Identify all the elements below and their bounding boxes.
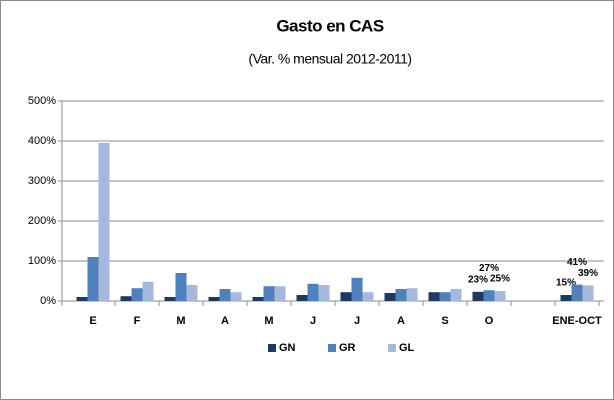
bar — [120, 296, 132, 301]
bar — [76, 297, 88, 301]
x-tick-label: F — [134, 315, 141, 327]
bar — [87, 257, 99, 301]
bar — [582, 285, 594, 301]
x-tick-label: O — [485, 315, 494, 327]
bar — [131, 288, 143, 301]
legend-swatch — [328, 344, 336, 352]
bar — [142, 281, 154, 301]
x-tick-label: J — [354, 315, 360, 327]
bar — [571, 284, 583, 301]
bar — [164, 297, 176, 301]
bar — [472, 291, 484, 301]
x-tick-label: A — [221, 315, 229, 327]
y-tick-label: 500% — [28, 95, 56, 107]
data-label: 41% — [567, 257, 587, 268]
bar — [219, 289, 231, 301]
y-tick-label: 100% — [28, 255, 56, 267]
bar — [230, 292, 242, 301]
bar — [384, 293, 396, 301]
bar — [175, 273, 187, 301]
y-tick-label: 200% — [28, 215, 56, 227]
bar — [318, 285, 330, 301]
bar — [296, 295, 308, 301]
legend-label: GR — [339, 342, 356, 354]
bar — [340, 292, 352, 301]
legend-label: GN — [279, 342, 296, 354]
data-label: 15% — [556, 278, 576, 289]
bar — [252, 297, 264, 301]
data-label: 27% — [479, 263, 499, 274]
x-tick-label: E — [89, 315, 96, 327]
x-tick-label: J — [310, 315, 316, 327]
bar — [483, 290, 495, 301]
legend-swatch — [388, 344, 396, 352]
data-label: 39% — [578, 268, 598, 279]
bar — [98, 143, 110, 301]
legend-swatch — [268, 344, 276, 352]
y-tick-label: 0% — [40, 295, 56, 307]
legend-label: GL — [399, 342, 415, 354]
bar — [450, 289, 462, 301]
x-tick-label: ENE-OCT — [552, 315, 602, 327]
bar — [494, 291, 506, 301]
bar — [362, 292, 374, 301]
bar — [428, 292, 440, 301]
data-label: 23% — [468, 274, 488, 285]
y-tick-label: 400% — [28, 135, 56, 147]
bar — [395, 289, 407, 301]
bar — [406, 288, 418, 301]
x-tick-label: M — [176, 315, 185, 327]
y-tick-label: 300% — [28, 175, 56, 187]
chart-title: Gasto en CAS — [276, 16, 384, 35]
data-label: 25% — [490, 274, 510, 285]
chart-subtitle: (Var. % mensual 2012-2011) — [248, 51, 411, 67]
bar — [208, 297, 220, 301]
bar — [560, 295, 572, 301]
bar — [274, 286, 286, 301]
bar — [351, 277, 363, 301]
bar — [186, 285, 198, 301]
bar — [263, 286, 275, 301]
x-tick-label: M — [264, 315, 273, 327]
x-tick-label: A — [397, 315, 405, 327]
bar — [307, 283, 319, 301]
x-tick-label: S — [441, 315, 448, 327]
bar — [439, 292, 451, 301]
